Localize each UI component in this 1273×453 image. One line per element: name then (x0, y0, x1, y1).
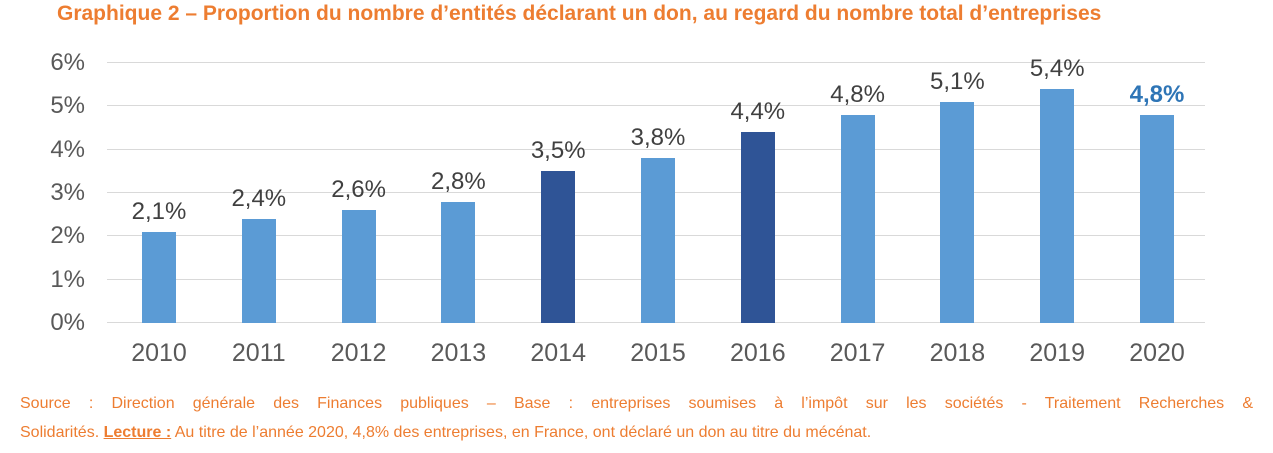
bar-2010 (142, 232, 176, 323)
x-label-2013: 2013 (430, 339, 487, 367)
y-tick-label-5%: 5% (50, 92, 85, 120)
value-label-2012: 2,6% (331, 176, 386, 204)
x-label-2012: 2012 (330, 339, 387, 367)
bar-2015 (641, 158, 675, 323)
value-label-2017: 4,8% (830, 81, 885, 108)
value-label-2011: 2,4% (231, 185, 287, 212)
value-label-2010: 2,1% (131, 198, 187, 225)
y-tick-label-6%: 6% (50, 49, 85, 76)
y-tick-label-0%: 0% (50, 309, 85, 336)
lecture-label: Lecture : (103, 424, 172, 441)
value-label-2014: 3,5% (530, 137, 586, 165)
value-label-2018: 5,1% (930, 68, 985, 95)
gridline-5% (107, 105, 1205, 107)
bar-2012 (341, 210, 376, 323)
bar-2011 (241, 219, 276, 323)
x-label-2011: 2011 (231, 339, 286, 367)
x-label-2015: 2015 (630, 339, 686, 367)
x-label-2010: 2010 (131, 339, 187, 367)
bar-2013 (441, 201, 476, 323)
value-label-2013: 2,8% (431, 167, 486, 195)
value-label-2019: 5,4% (1029, 55, 1085, 82)
value-label-2016: 4,4% (730, 98, 786, 126)
bar-2018 (940, 102, 975, 323)
value-label-2020: 4,8% (1129, 81, 1185, 108)
y-tick-label-1%: 1% (50, 265, 85, 293)
source-line: Source : Direction générale des Finances… (20, 395, 1253, 412)
x-label-2017: 2017 (829, 339, 886, 367)
y-tick-label-4%: 4% (50, 135, 85, 163)
bar-chart: 0% 1% 2% 3% 4% 5% 6% 2,1% 2010 2,4% 2011 2,6% 2012 2,… (0, 49, 1273, 385)
lecture-line-prefix: Solidarités. (20, 424, 104, 441)
gridline-4% (107, 148, 1205, 150)
gridline-6% (107, 62, 1205, 63)
chart-title: Graphique 2 – Proportion du nombre d’ent… (57, 2, 1102, 25)
x-label-2020: 2020 (1129, 339, 1185, 367)
lecture-line-text: Au titre de l’année 2020, 4,8% des entre… (171, 424, 872, 441)
x-label-2014: 2014 (530, 339, 586, 367)
bar-2014 (541, 171, 576, 323)
bar-2016 (740, 132, 775, 323)
lecture-line: Solidarités. Lecture : Au titre de l’ann… (20, 418, 1253, 447)
bar-2017 (840, 115, 875, 323)
bar-2020 (1140, 115, 1174, 323)
source-note: Source : Direction générale des Finances… (20, 389, 1253, 447)
y-tick-label-3%: 3% (50, 179, 85, 206)
bar-2019 (1040, 89, 1075, 323)
y-tick-label-2%: 2% (50, 222, 85, 250)
value-label-2015: 3,8% (630, 124, 686, 152)
x-label-2019: 2019 (1029, 339, 1085, 367)
x-label-2018: 2018 (929, 339, 986, 367)
x-label-2016: 2016 (729, 339, 786, 367)
